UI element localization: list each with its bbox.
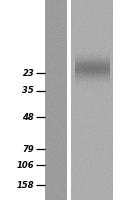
- Text: 35: 35: [22, 86, 34, 95]
- Text: 23: 23: [22, 68, 34, 77]
- Text: 106: 106: [16, 160, 34, 170]
- Text: 79: 79: [22, 144, 34, 154]
- Text: 48: 48: [22, 112, 34, 121]
- Bar: [67, 0, 71, 200]
- Text: 158: 158: [16, 180, 34, 190]
